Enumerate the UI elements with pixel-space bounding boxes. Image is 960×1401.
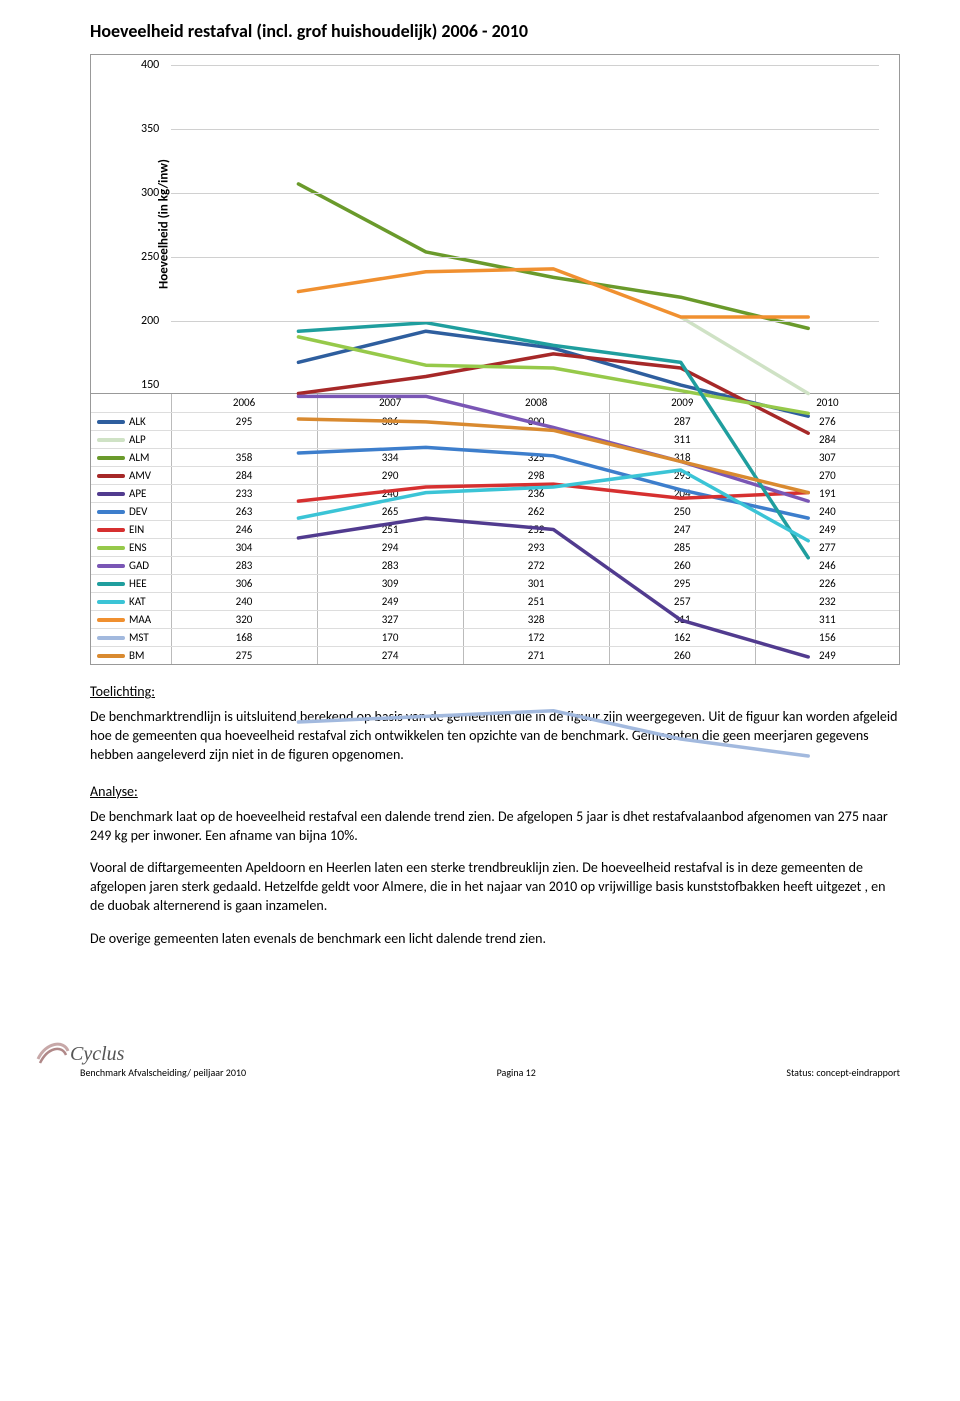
- series-ALP: [681, 317, 808, 393]
- series-label: BM: [129, 649, 144, 662]
- page-title: Hoeveelheid restafval (incl. grof huisho…: [90, 20, 900, 42]
- series-label: APE: [129, 487, 146, 500]
- legend-swatch-icon: [97, 456, 125, 460]
- series-MST: [298, 711, 808, 756]
- series-label: KAT: [129, 595, 146, 608]
- logo: Cyclus: [40, 1043, 246, 1066]
- y-tick: 300: [141, 186, 159, 200]
- series-label: ALM: [129, 451, 149, 464]
- series-label: DEV: [129, 505, 147, 518]
- series-label: GAD: [129, 559, 149, 572]
- chart-canvas: [171, 65, 879, 773]
- page-footer: Cyclus Benchmark Afvalscheiding/ peiljaa…: [0, 1043, 960, 1099]
- legend-swatch-icon: [97, 618, 125, 622]
- series-label: EIN: [129, 523, 144, 536]
- legend-swatch-icon: [97, 636, 125, 640]
- legend-swatch-icon: [97, 582, 125, 586]
- y-tick: 350: [141, 122, 159, 136]
- y-tick: 200: [141, 314, 159, 328]
- legend-swatch-icon: [97, 654, 125, 658]
- series-label: ENS: [129, 541, 147, 554]
- series-HEE: [298, 323, 808, 558]
- y-tick: 400: [141, 58, 159, 72]
- y-tick: 250: [141, 250, 159, 264]
- logo-swirl-icon: [36, 1037, 70, 1067]
- legend-swatch-icon: [97, 438, 125, 442]
- line-chart: Hoeveelheid (in kg/inw) 150 200 250 300 350 4…: [90, 54, 900, 394]
- legend-swatch-icon: [97, 600, 125, 604]
- series-label: ALP: [129, 433, 146, 446]
- analyse-p3: De overige gemeenten laten evenals de be…: [90, 930, 900, 949]
- footer-left: Benchmark Afvalscheiding/ peiljaar 2010: [80, 1066, 246, 1079]
- analyse-p2: Vooral de diftargemeenten Apeldoorn en H…: [90, 859, 900, 916]
- legend-swatch-icon: [97, 492, 125, 496]
- legend-swatch-icon: [97, 564, 125, 568]
- legend-swatch-icon: [97, 528, 125, 532]
- legend-swatch-icon: [97, 474, 125, 478]
- legend-swatch-icon: [97, 420, 125, 424]
- series-label: MAA: [129, 613, 151, 626]
- y-tick: 150: [141, 378, 159, 392]
- series-APE: [298, 518, 808, 657]
- analyse-heading: Analyse:: [90, 783, 900, 800]
- y-axis-label: Hoeveelheid (in kg/inw): [156, 159, 171, 289]
- footer-right: Status: concept-eindrapport: [786, 1066, 900, 1079]
- series-label: AMV: [129, 469, 151, 482]
- series-label: MST: [129, 631, 149, 644]
- analyse-p1: De benchmark laat op de hoeveelheid rest…: [90, 808, 900, 846]
- footer-center: Pagina 12: [497, 1066, 536, 1079]
- series-label: ALK: [129, 415, 146, 428]
- legend-swatch-icon: [97, 546, 125, 550]
- legend-swatch-icon: [97, 510, 125, 514]
- series-label: HEE: [129, 577, 147, 590]
